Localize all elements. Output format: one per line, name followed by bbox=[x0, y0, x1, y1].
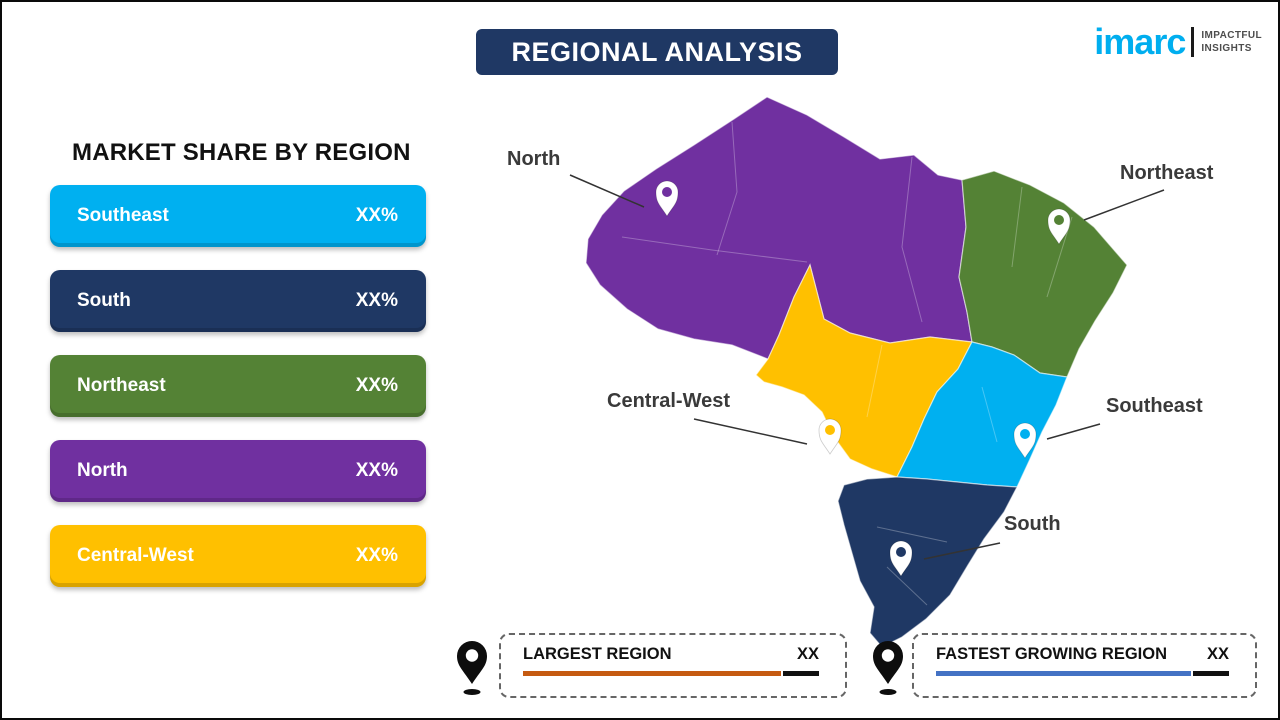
map-region-northeast bbox=[958, 170, 1128, 378]
map-pin-central-west bbox=[818, 418, 842, 455]
fastest-growing-bar-end bbox=[1193, 671, 1229, 676]
share-bar-label: Central-West bbox=[77, 545, 194, 566]
map-region-north bbox=[585, 96, 973, 360]
page-title-text: REGIONAL ANALYSIS bbox=[511, 36, 803, 67]
map-pin-southeast bbox=[1013, 422, 1037, 459]
share-bar-north: North XX% bbox=[50, 440, 426, 502]
largest-region-label: LARGEST REGION bbox=[523, 645, 672, 663]
leader-line-north bbox=[569, 174, 645, 208]
leader-line-northeast bbox=[1083, 189, 1165, 221]
largest-region-value: XX bbox=[796, 645, 819, 663]
share-bar-northeast: Northeast XX% bbox=[50, 355, 426, 417]
share-bar-southeast: Southeast XX% bbox=[50, 185, 426, 247]
largest-region-bar bbox=[523, 671, 819, 676]
brazil-map bbox=[569, 96, 1165, 648]
share-bar-label: North bbox=[77, 460, 128, 481]
logo-tagline-line2: INSIGHTS bbox=[1201, 43, 1252, 54]
fastest-growing-box: FASTEST GROWING REGION XX bbox=[912, 633, 1257, 698]
share-bar-south: South XX% bbox=[50, 270, 426, 332]
logo-tagline-line1: IMPACTFUL bbox=[1201, 30, 1262, 41]
leader-line-central-west bbox=[693, 418, 808, 445]
fastest-growing-label: FASTEST GROWING REGION bbox=[936, 645, 1168, 663]
state-borders bbox=[621, 121, 1073, 606]
map-label-northeast: Northeast bbox=[1120, 162, 1214, 184]
share-bar-value: XX% bbox=[355, 205, 398, 226]
logo-brand-text: imarc bbox=[1094, 21, 1186, 62]
fastest-growing-pin-icon bbox=[873, 641, 903, 695]
largest-region-pin-icon bbox=[457, 641, 487, 695]
map-pin-northeast bbox=[1047, 208, 1071, 245]
map-label-southeast: Southeast bbox=[1106, 395, 1203, 417]
largest-region-box: LARGEST REGION XX bbox=[499, 633, 847, 698]
share-bar-value: XX% bbox=[355, 290, 398, 311]
map-region-south bbox=[837, 476, 1018, 648]
share-bar-value: XX% bbox=[355, 460, 398, 481]
largest-region-bar-end bbox=[783, 671, 819, 676]
share-bar-value: XX% bbox=[355, 545, 398, 566]
map-label-north: North bbox=[507, 148, 561, 170]
fastest-growing-bar-main bbox=[936, 671, 1191, 676]
share-bar-label: South bbox=[77, 290, 131, 311]
share-bar-label: Southeast bbox=[77, 205, 169, 226]
market-share-panel: Southeast XX% South XX% Northeast XX% No… bbox=[50, 185, 426, 587]
map-region-central-west bbox=[755, 263, 973, 478]
market-share-heading: MARKET SHARE BY REGION bbox=[72, 139, 411, 166]
share-bar-label: Northeast bbox=[77, 375, 166, 396]
leader-lines bbox=[569, 174, 1165, 560]
map-pin-north bbox=[655, 180, 679, 217]
map-label-central-west: Central-West bbox=[607, 390, 730, 412]
fastest-growing-bar bbox=[936, 671, 1229, 676]
share-bar-central-west: Central-West XX% bbox=[50, 525, 426, 587]
page-title: REGIONAL ANALYSIS bbox=[476, 29, 838, 75]
leader-line-south bbox=[923, 542, 1001, 560]
logo-tagline: IMPACTFUL INSIGHTS bbox=[1201, 29, 1262, 55]
imarc-logo: imarc IMPACTFUL INSIGHTS bbox=[1094, 24, 1262, 60]
share-bar-value: XX% bbox=[355, 375, 398, 396]
fastest-growing-value: XX bbox=[1206, 645, 1229, 663]
logo-divider bbox=[1191, 27, 1195, 57]
map-label-south: South bbox=[1004, 513, 1061, 535]
leader-line-southeast bbox=[1046, 423, 1101, 440]
map-pin-south bbox=[889, 540, 913, 577]
largest-region-bar-main bbox=[523, 671, 781, 676]
